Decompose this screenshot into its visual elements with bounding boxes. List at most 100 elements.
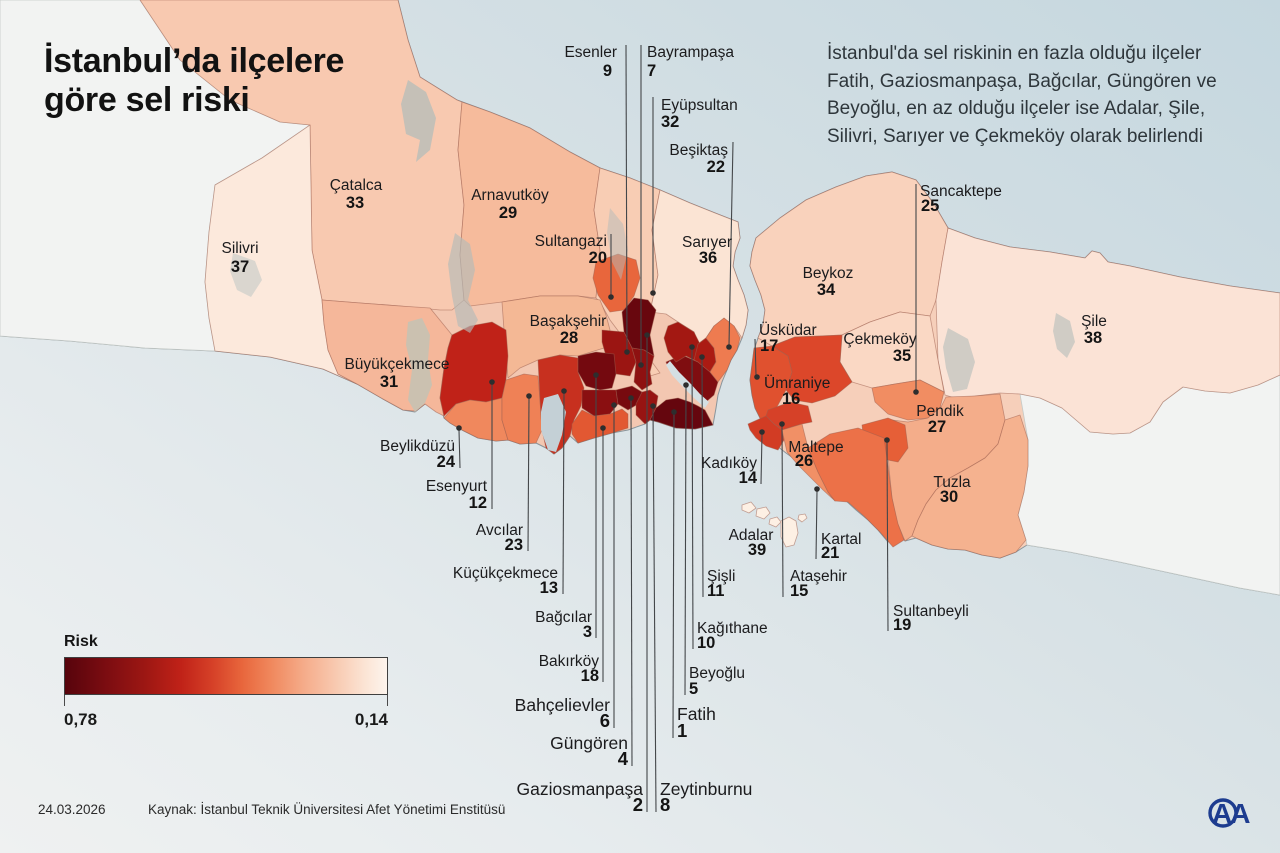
- district-rank-catalca: 33: [346, 194, 364, 212]
- district-name-silivri: Silivri: [221, 240, 258, 257]
- district-name-esenler: Esenler: [564, 44, 617, 61]
- district-shape-kadikoy: [747, 415, 785, 451]
- district-shape-fatih: [649, 397, 714, 430]
- district-dot-gaziosmanpasa: [644, 332, 650, 338]
- footer-date: 24.03.2026: [38, 802, 106, 817]
- district-shape-bayrampasa: [631, 347, 655, 391]
- district-dot-avcilar: [526, 393, 532, 399]
- district-rank-beyoglu: 5: [689, 680, 698, 698]
- district-rank-kucukcekmece: 13: [540, 579, 558, 597]
- district-name-buyukcekmece: Büyükçekmece: [344, 356, 449, 373]
- district-rank-eyupsultan: 32: [661, 113, 679, 131]
- legend-min-value: 0,14: [354, 710, 388, 729]
- district-name-fatih: Fatih: [677, 704, 716, 724]
- leader-line-atasehir: [781, 425, 784, 598]
- district-name-besiktas: Beşiktaş: [669, 142, 728, 159]
- district-name-sile: Şile: [1081, 313, 1107, 330]
- district-shape-catalca: [139, 0, 465, 311]
- district-rank-sancaktepe: 25: [921, 197, 939, 215]
- district-rank-sisli: 11: [707, 582, 724, 600]
- district-dot-fatih: [671, 409, 677, 415]
- district-dot-bagcilar: [593, 372, 599, 378]
- district-name-eyupsultan: Eyüpsultan: [661, 97, 738, 114]
- district-rank-sultanbeyli: 19: [893, 616, 911, 634]
- district-rank-beylikduzu: 24: [437, 453, 456, 471]
- district-rank-basaksehir: 28: [560, 329, 578, 347]
- district-name-basaksehir: Başakşehir: [530, 313, 607, 330]
- district-name-tuzla: Tuzla: [933, 474, 971, 491]
- district-name-beylikduzu: Beylikdüzü: [380, 438, 455, 455]
- district-name-beyoglu: Beyoğlu: [689, 665, 745, 682]
- district-shape-avcilar: [501, 373, 543, 445]
- district-rank-fatih: 1: [677, 720, 687, 741]
- aa-agency-logo: AA: [1208, 798, 1252, 829]
- district-rank-uskudar: 17: [760, 337, 778, 355]
- leader-line-esenler: [625, 44, 628, 351]
- district-name-avcilar: Avcılar: [476, 522, 523, 539]
- district-rank-kadikoy: 14: [739, 469, 758, 487]
- district-rank-tuzla: 30: [940, 488, 958, 506]
- district-rank-maltepe: 26: [795, 452, 813, 470]
- district-rank-esenyurt: 12: [469, 494, 487, 512]
- leader-line-besiktas: [728, 141, 734, 346]
- district-rank-beykoz: 34: [817, 281, 836, 299]
- district-name-uskudar: Üsküdar: [759, 321, 817, 339]
- leader-line-sultanbeyli: [886, 441, 889, 632]
- district-dot-uskudar: [754, 374, 760, 380]
- legend-gradient-bar: [64, 657, 388, 695]
- district-shape-besiktas: [705, 317, 741, 383]
- page-title: İstanbul’da ilçelere göre sel riski: [44, 42, 344, 120]
- district-name-bahcelievler: Bahçelievler: [515, 695, 610, 715]
- district-rank-sultangazi: 20: [589, 249, 607, 267]
- district-name-esenyurt: Esenyurt: [426, 478, 488, 495]
- district-dot-sultanbeyli: [884, 437, 890, 443]
- lake-buyukcekmece: [406, 318, 432, 412]
- district-name-sariyer: Sarıyer: [682, 234, 732, 251]
- footer-source: Kaynak: İstanbul Teknik Üniversitesi Afe…: [148, 802, 506, 817]
- page-title-line1: İstanbul’da ilçelere: [44, 42, 345, 80]
- district-name-umraniye: Ümraniye: [764, 374, 830, 392]
- district-rank-gaziosmanpasa: 2: [633, 794, 643, 815]
- district-name-bakirkoy: Bakırköy: [539, 653, 600, 670]
- leader-line-gungoren: [630, 399, 633, 767]
- district-rank-sariyer: 36: [699, 249, 717, 267]
- lake-alibeykoy: [607, 208, 628, 280]
- district-rank-sile: 38: [1084, 329, 1102, 347]
- district-dot-kagithane: [689, 344, 695, 350]
- leader-line-beyoglu: [684, 386, 687, 696]
- district-name-kucukcekmece: Küçükçekmece: [453, 565, 558, 582]
- aa-logo-circle: [1208, 798, 1238, 828]
- district-shape-kagithane: [663, 321, 701, 363]
- district-rank-bahcelievler: 6: [600, 710, 610, 731]
- district-shape-sariyer: [649, 189, 749, 345]
- district-rank-avcilar: 23: [505, 536, 523, 554]
- district-rank-arnavutkoy: 29: [499, 204, 517, 222]
- district-dot-beylikduzu: [456, 425, 462, 431]
- district-dot-bakirkoy: [600, 425, 606, 431]
- legend-tick-left: [64, 695, 65, 706]
- district-dot-gungoren: [628, 395, 634, 401]
- lake-sazlidere: [448, 233, 478, 333]
- leader-line-fatih: [672, 413, 675, 739]
- district-name-gungoren: Güngören: [550, 733, 628, 753]
